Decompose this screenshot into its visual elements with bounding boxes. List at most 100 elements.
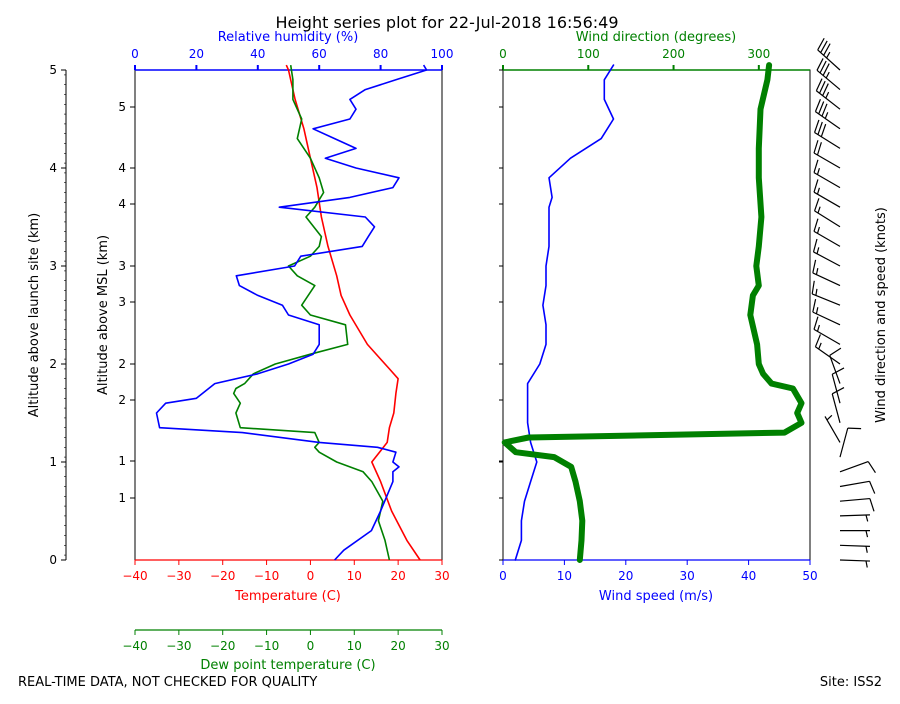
msl-tick-label: 2 [118,393,126,407]
temperature-tick-label: 20 [391,569,406,583]
wind-barb-flag [815,99,820,111]
wind-barb [840,462,875,473]
wind-barb-half-flag [819,343,821,349]
windspeed-tick-label: 40 [741,569,756,583]
winddir-tick-label: 200 [662,47,685,61]
msl-tick-label: 4 [118,161,126,175]
msl-tick-label: 4 [118,197,126,211]
wind-barb-flag [813,299,816,312]
wind-barb-half-flag [825,112,827,118]
wind-barb-flag [832,388,844,394]
wind-barb-shaft [825,416,840,442]
wind-barb-half-flag [866,515,868,521]
wind-barb-flag [870,481,875,493]
wind-barb-flag [870,499,874,512]
wind-panel [503,70,810,560]
wind-barb-half-flag [817,247,819,253]
agl-tick-label: 1 [49,455,57,469]
wind-barb-flag [832,368,844,374]
wind-barb-half-flag [817,188,819,194]
temperature-tick-label: −20 [210,569,235,583]
rh-axis-label: Relative humidity (%) [218,30,359,45]
wind-barb-flag [814,160,818,173]
wind-barb-half-flag [817,168,819,174]
wind-barb [812,281,840,305]
windspeed-tick-label: 30 [680,569,695,583]
wind-barb-shaft [830,355,840,383]
wind-barb-flag [815,334,820,346]
rh-tick-label: 80 [373,47,388,61]
series-dew-point-temperature-line [234,65,390,560]
wind-barb-flag [868,462,875,473]
rh-tick-label: 100 [431,47,454,61]
wind-barb [814,239,840,266]
wind-barb [840,428,861,457]
wind-barb-flag [821,124,825,137]
msl-tick-label: 1 [118,454,126,468]
wind-barb [815,334,840,364]
wind-barb-flag [819,102,824,114]
series-wind-speed-line [515,65,613,560]
wind-barb [840,515,870,522]
windspeed-tick-label: 20 [618,569,633,583]
temperature-axis-label: Temperature (C) [234,589,341,604]
wind-barb [815,99,840,129]
msl-tick-label: 1 [118,491,126,505]
temperature-tick-label: −30 [166,569,191,583]
agl-tick-label: 5 [49,63,57,77]
wind-barb [840,499,874,512]
agl-axis-label: Altitude above launch site (km) [27,213,42,417]
wind-barb-half-flag [816,268,817,275]
dewpoint-tick-label: 0 [307,639,315,653]
wind-barb [840,545,870,552]
wind-barb-flag [815,120,819,133]
wind-barb [840,531,870,538]
wind-barb [814,160,840,188]
wind-barb-half-flag [866,546,867,553]
wind-barb-flag [813,260,816,273]
dewpoint-tick-label: 10 [347,639,362,653]
wind-barb [832,368,844,403]
wind-barb-half-flag [827,52,830,58]
rh-tick-label: 40 [250,47,265,61]
wind-barb-shaft [813,273,840,286]
wind-barb-shaft [812,294,840,305]
wind-barb-half-flag [827,415,832,420]
wind-barb-shaft [840,545,870,546]
wind-barb-shaft [840,462,868,472]
wind-barb-flag [815,198,819,211]
agl-tick-label: 2 [49,357,57,371]
wind-barb-flag [817,142,821,155]
dewpoint-tick-label: −40 [122,639,147,653]
wind-barb-half-flag [817,227,819,233]
dewpoint-tick-label: 20 [391,639,406,653]
rh-tick-label: 20 [189,47,204,61]
wind-barb-shaft [840,481,870,486]
agl-tick-label: 3 [49,259,57,273]
winddir-tick-label: 100 [577,47,600,61]
wind-barb-flag [822,104,827,116]
wind-barb [840,481,875,493]
series-wind-direction-line [505,65,802,560]
wind-barb [816,79,840,110]
wind-barb [814,140,840,168]
wind-barb-shaft [840,560,870,561]
wind-barb [815,120,840,149]
footer-quality-note: REAL-TIME DATA, NOT CHECKED FOR QUALITY [18,675,317,690]
wind-barb-flag [812,281,814,294]
windspeed-axis-label: Wind speed (m/s) [599,589,713,604]
msl-axis-label: Altitude above MSL (km) [96,235,111,395]
wind-barb-flag [818,122,822,135]
wind-barb [814,219,840,247]
winddir-tick-label: 0 [499,47,507,61]
temperature-tick-label: 10 [347,569,362,583]
msl-tick-label: 3 [118,259,126,273]
dewpoint-tick-label: −20 [210,639,235,653]
msl-tick-label: 2 [118,357,126,371]
wind-barb-half-flag [816,307,817,314]
wind-barb-half-flag [866,561,867,568]
windspeed-tick-label: 10 [557,569,572,583]
msl-tick-label: 5 [118,100,126,114]
